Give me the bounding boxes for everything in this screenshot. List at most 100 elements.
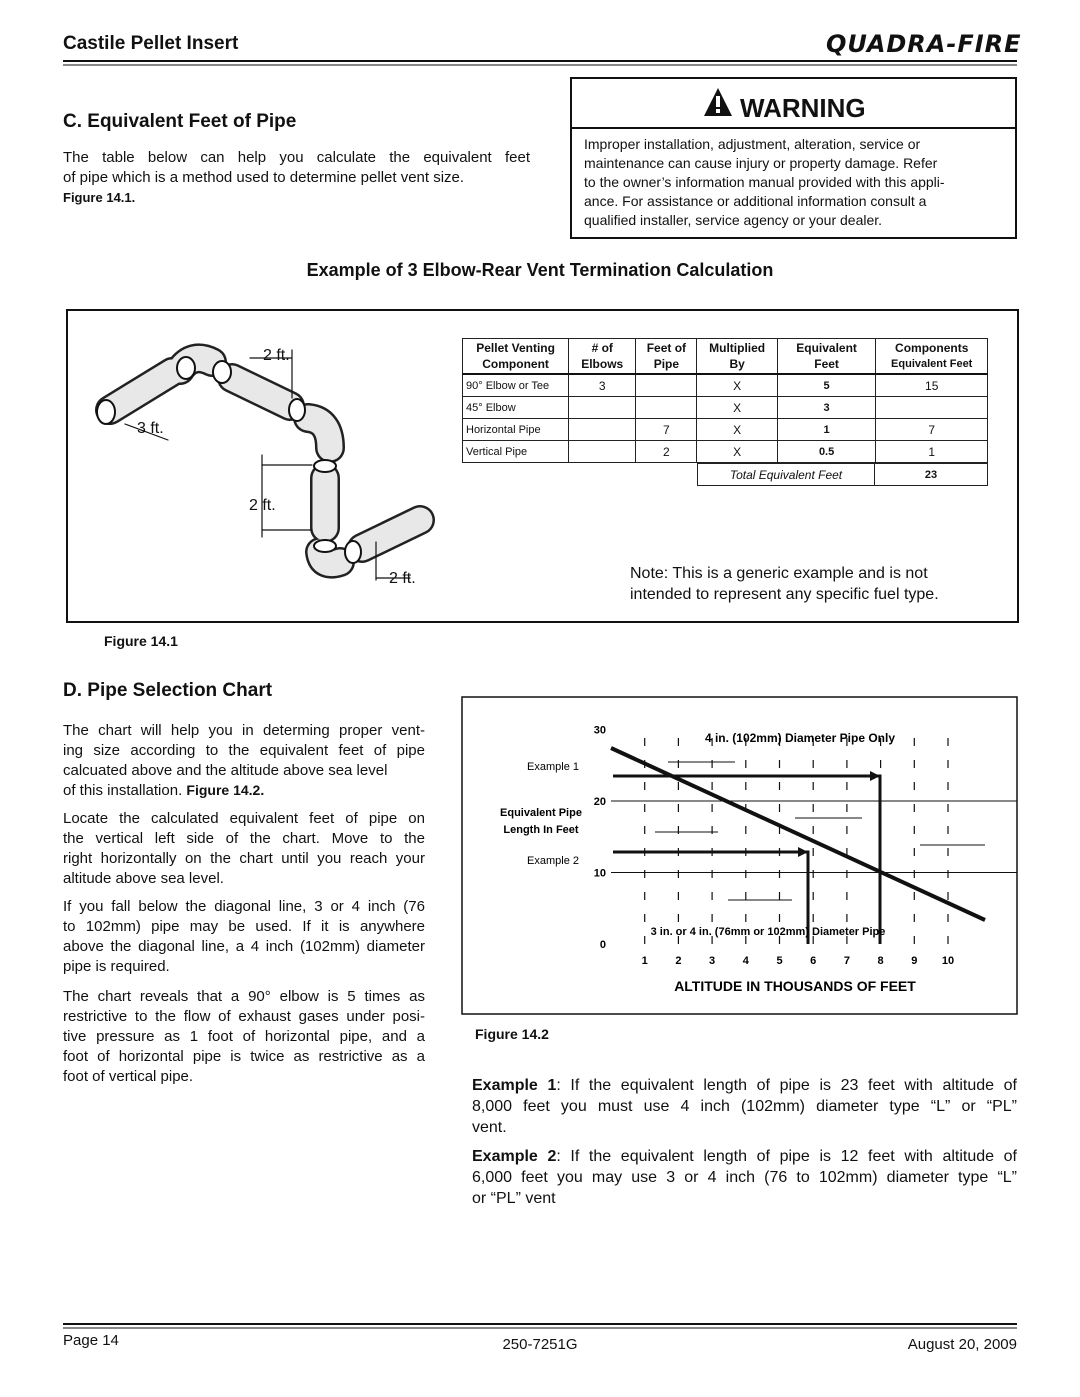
example-label: Example 2 — [527, 855, 579, 867]
x-tick-label: 5 — [776, 955, 782, 967]
document-number: 250-7251G — [502, 1336, 578, 1353]
example-label: Example 1 — [527, 761, 579, 773]
x-tick-label: 2 — [675, 955, 681, 967]
total-table: Total Equivalent Feet 23 — [697, 463, 988, 486]
table-cell — [635, 396, 698, 419]
table-cell — [875, 396, 988, 419]
x-tick-label: 1 — [642, 955, 648, 967]
warning-line: Improper installation, adjustment, alter… — [584, 136, 921, 152]
paragraph-line: The table below can help you calculate t… — [63, 149, 530, 166]
page-number: Page 14 — [63, 1332, 119, 1349]
warning-dot — [716, 109, 720, 113]
example-line: Example 1: If the equivalent length of p… — [472, 1077, 1017, 1095]
header-text: Component — [482, 357, 549, 371]
y-tick-label: 10 — [594, 868, 606, 880]
paragraph-line: of this installation. Figure 14.2. — [63, 782, 264, 799]
example-text: or “PL” vent — [472, 1190, 556, 1207]
paragraph-line: tive pressure as 1 foot of horizontal pi… — [63, 1028, 425, 1045]
document-date: August 20, 2009 — [907, 1336, 1017, 1353]
example-text: vent. — [472, 1119, 507, 1136]
chart-box — [461, 696, 1018, 1015]
paragraph-line: to 102mm) pipe may be used. If it is any… — [63, 918, 425, 935]
paragraph-line: The chart reveals that a 90° elbow is 5 … — [63, 988, 425, 1005]
dimension-label: 2 ft. — [389, 570, 416, 587]
paragraph-line: of pipe which is a method used to determ… — [63, 169, 465, 186]
table-cell — [568, 440, 637, 463]
table-cell: 2 — [635, 440, 698, 463]
table-cell: Vertical Pipe — [461, 440, 570, 463]
x-tick-label: 9 — [911, 955, 917, 967]
header-text: Feet — [814, 357, 839, 371]
note-line: Note: This is a generic example and is n… — [630, 565, 928, 582]
warning-mark — [716, 96, 720, 107]
pipe-ends — [96, 356, 362, 564]
table-cell — [635, 373, 698, 397]
table-cell: 45° Elbow — [461, 396, 570, 419]
paragraph-line: above the diagonal line, a 4 inch (102mm… — [63, 938, 425, 955]
header-text: Components — [895, 341, 969, 355]
example-text: 6,000 feet you may use 3 or 4 inch (76 t… — [472, 1169, 1017, 1186]
diagonal-boundary — [610, 746, 986, 922]
pipe-body — [97, 345, 433, 577]
header-text: Feet of — [646, 341, 687, 355]
header-cell: Components Equivalent Feet — [875, 338, 988, 375]
section-heading: C. Equivalent Feet of Pipe — [63, 111, 297, 132]
header-cell: # of Elbows — [568, 338, 637, 375]
header-row: Pellet Venting Component # of Elbows Feet of… — [461, 338, 988, 375]
total-row: Total Equivalent Feet 23 — [697, 463, 988, 486]
total-label: Total Equivalent Feet — [697, 463, 875, 486]
figure-caption: Figure 14.2 — [475, 1026, 549, 1042]
warning-line: maintenance can cause injury or property… — [584, 155, 938, 171]
warning-line: qualified installer, service agency or y… — [584, 212, 883, 228]
table-cell — [568, 396, 637, 419]
table-cell — [568, 418, 637, 441]
example-line: 6,000 feet you may use 3 or 4 inch (76 t… — [472, 1169, 1017, 1187]
header-cell: Pellet Venting Component — [461, 338, 570, 375]
axis-label: Equivalent Pipe — [500, 807, 582, 819]
paragraph-line: foot of horizontal pipe is twice as rest… — [63, 1048, 425, 1065]
total-value: 23 — [874, 463, 988, 486]
y-tick-label: 0 — [600, 939, 606, 951]
header-cell: Equivalent Feet — [776, 338, 877, 375]
table-cell: 7 — [635, 418, 698, 441]
figure-heading: Example of 3 Elbow-Rear Vent Termination… — [306, 260, 774, 280]
section-heading: D. Pipe Selection Chart — [63, 680, 273, 701]
table-cell: X — [696, 418, 778, 441]
figure-caption: Figure 14.1 — [104, 633, 178, 649]
axis-label: Length In Feet — [503, 824, 579, 836]
example-line: vent. — [472, 1119, 1017, 1137]
table-row: 90° Elbow or Tee 3 X 5 15 — [461, 373, 988, 397]
chart: 0 10 20 30 1 2 3 4 5 6 7 8 9 10 4 in. (102mm) Diameter… — [500, 725, 1017, 994]
example-text: : If the equivalent length of pipe is 12… — [556, 1148, 1018, 1165]
table-row: 45° Elbow X 3 — [461, 396, 988, 419]
table-cell: Horizontal Pipe — [461, 418, 570, 441]
y-tick-label: 30 — [594, 725, 606, 737]
example-label: Example 2 — [472, 1148, 557, 1165]
paragraph-line: Locate the calculated equivalent feet of… — [63, 810, 425, 827]
example-line: Example 2: If the equivalent length of p… — [472, 1148, 1017, 1166]
paragraph-line: The chart will help you in determing pro… — [63, 722, 425, 739]
warning-title: WARNING — [740, 93, 866, 123]
header-text: Pellet Venting — [476, 341, 555, 355]
x-tick-label: 6 — [810, 955, 816, 967]
page-title: Castile Pellet Insert — [63, 33, 239, 54]
table-row: Vertical Pipe 2 X 0.5 1 — [461, 440, 988, 463]
paragraph-line: altitude above sea level. — [63, 870, 224, 887]
brand-logo: Quadra-Fire — [826, 30, 1022, 58]
y-tick-label: 20 — [594, 796, 606, 808]
example-label: Example 1 — [472, 1077, 557, 1094]
table-cell: X — [696, 396, 778, 419]
paragraph-line: calcuated above and the altitude above s… — [63, 762, 388, 779]
table-cell: X — [696, 373, 778, 397]
region-label: 4 in. (102mm) Diameter Pipe Only — [705, 731, 895, 745]
paragraph-line: the vertical left side of the chart. Mov… — [63, 830, 425, 847]
example-text: 8,000 feet you must use 4 inch (102mm) d… — [472, 1098, 1017, 1115]
table-cell: 90° Elbow or Tee — [461, 373, 570, 397]
dimension-label: 2 ft. — [249, 497, 276, 514]
table-cell: 1 — [776, 418, 877, 441]
axis-label: ALTITUDE IN THOUSANDS OF FEET — [674, 978, 916, 994]
note-line: intended to represent any specific fuel … — [630, 586, 939, 603]
x-tick-label: 4 — [743, 955, 750, 967]
